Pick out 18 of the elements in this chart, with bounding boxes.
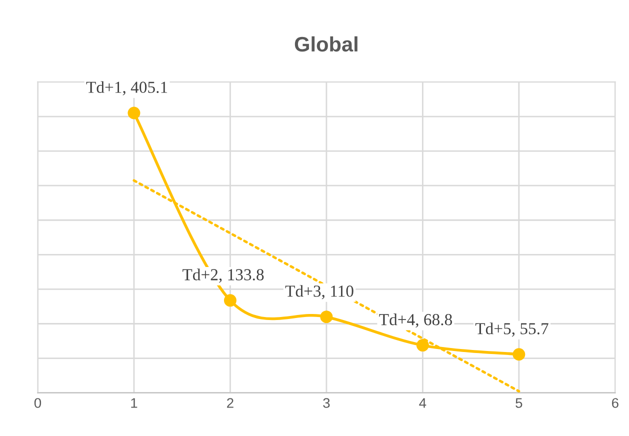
x-tick-label: 4 [419,398,426,408]
x-tick-label: 2 [227,398,234,408]
x-tick-label: 6 [612,398,618,408]
point [320,310,333,324]
x-tick-label: 3 [323,398,330,408]
point [416,339,429,352]
data-label: Td+2, 133.8 [182,268,264,283]
x-tick-label: 0 [34,398,42,408]
point [512,348,526,361]
data-label: Td+5, 55.7 [475,322,548,337]
data-label: Td+3, 110 [285,285,354,300]
chart-title: Global [294,36,358,52]
data-label: Td+1, 405.1 [86,81,168,96]
x-tick-label: 5 [516,398,522,408]
point [128,106,140,120]
x-tick-label: 1 [131,398,138,408]
data-label: Td+4, 68.8 [379,314,452,328]
point [224,294,236,307]
